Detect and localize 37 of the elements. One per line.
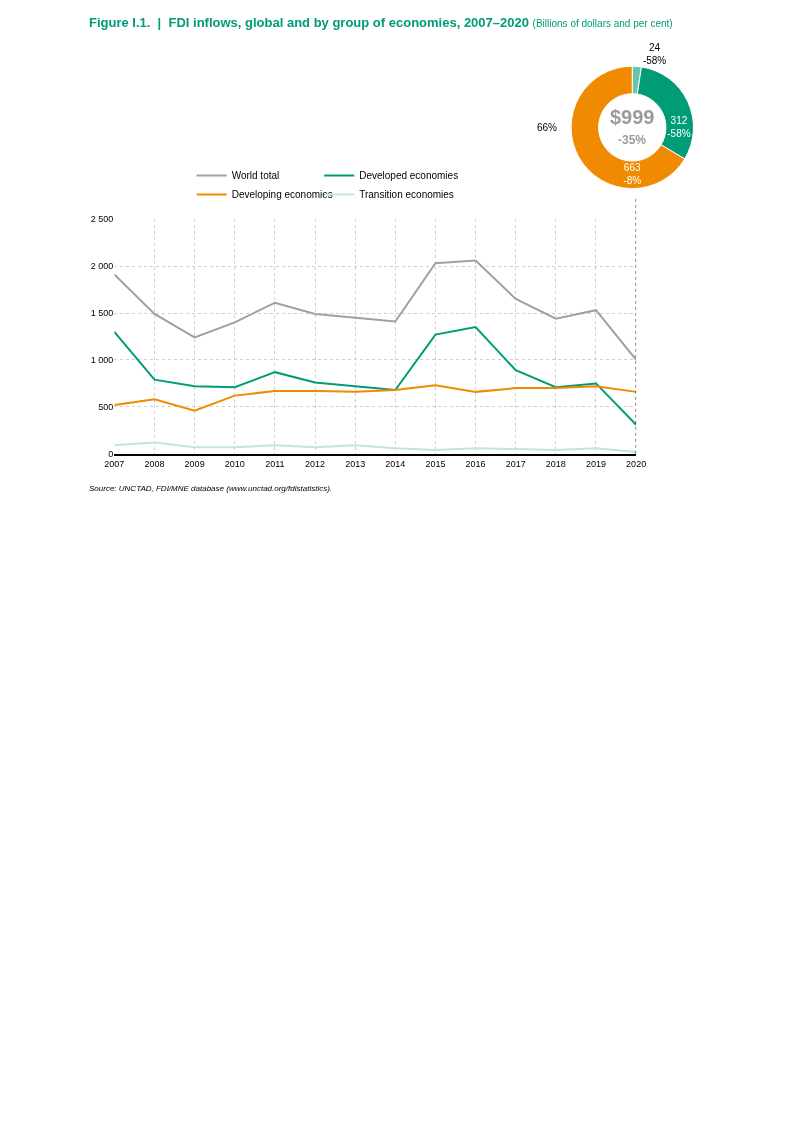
text: -35% <box>618 133 647 147</box>
legend-label: Transition economies <box>359 189 454 201</box>
y-tick-label: 2 500 <box>90 214 114 225</box>
line-series <box>114 259 637 361</box>
legend-label: World total <box>231 170 280 182</box>
text: 66% <box>537 122 558 133</box>
x-tick-label: 2008 <box>144 458 165 469</box>
x-tick-label: 2011 <box>265 458 285 469</box>
legend-label: Developing economies <box>231 189 333 201</box>
data-label: 24 -58% <box>642 42 667 67</box>
legend-label: Developed economies <box>359 170 459 182</box>
x-tick-label: 2015 <box>425 458 446 469</box>
data-label: 312 -58% <box>667 115 691 140</box>
x-tick-label: 2020 <box>626 458 647 469</box>
x-tick-label: 2009 <box>184 458 205 469</box>
x-tick-label: 2018 <box>545 458 566 469</box>
chart-title: Figure I.1. | FDI inflows, global and by group of economies, 2007–2020 <box>89 15 529 30</box>
y-tick-label: 1 000 <box>90 355 114 366</box>
y-tick-label: 1 500 <box>90 308 114 319</box>
y-tick-label: 2 000 <box>90 261 114 272</box>
x-tick-label: 2010 <box>224 458 245 469</box>
x-tick-label: 2016 <box>465 458 486 469</box>
chart-subtitle: (Billions of dollars and per cent) <box>532 18 673 29</box>
y-tick-label: 500 <box>98 402 114 413</box>
line-series <box>114 384 637 412</box>
line-series <box>114 441 637 453</box>
data-label: 663 -8% <box>623 162 642 187</box>
line-series <box>114 326 637 426</box>
y-tick-label: 0 <box>108 448 114 459</box>
source-note: Source: UNCTAD, FDI/MNE database (www.unctad.org/fdistatistics). <box>89 484 333 493</box>
text: $999 <box>610 106 655 128</box>
x-tick-label: 2017 <box>505 458 526 469</box>
x-tick-label: 2012 <box>305 458 326 469</box>
x-tick-label: 2019 <box>585 458 607 469</box>
x-tick-label: 2014 <box>385 458 406 469</box>
x-tick-label: 2007 <box>104 458 125 469</box>
x-tick-label: 2013 <box>345 458 366 469</box>
